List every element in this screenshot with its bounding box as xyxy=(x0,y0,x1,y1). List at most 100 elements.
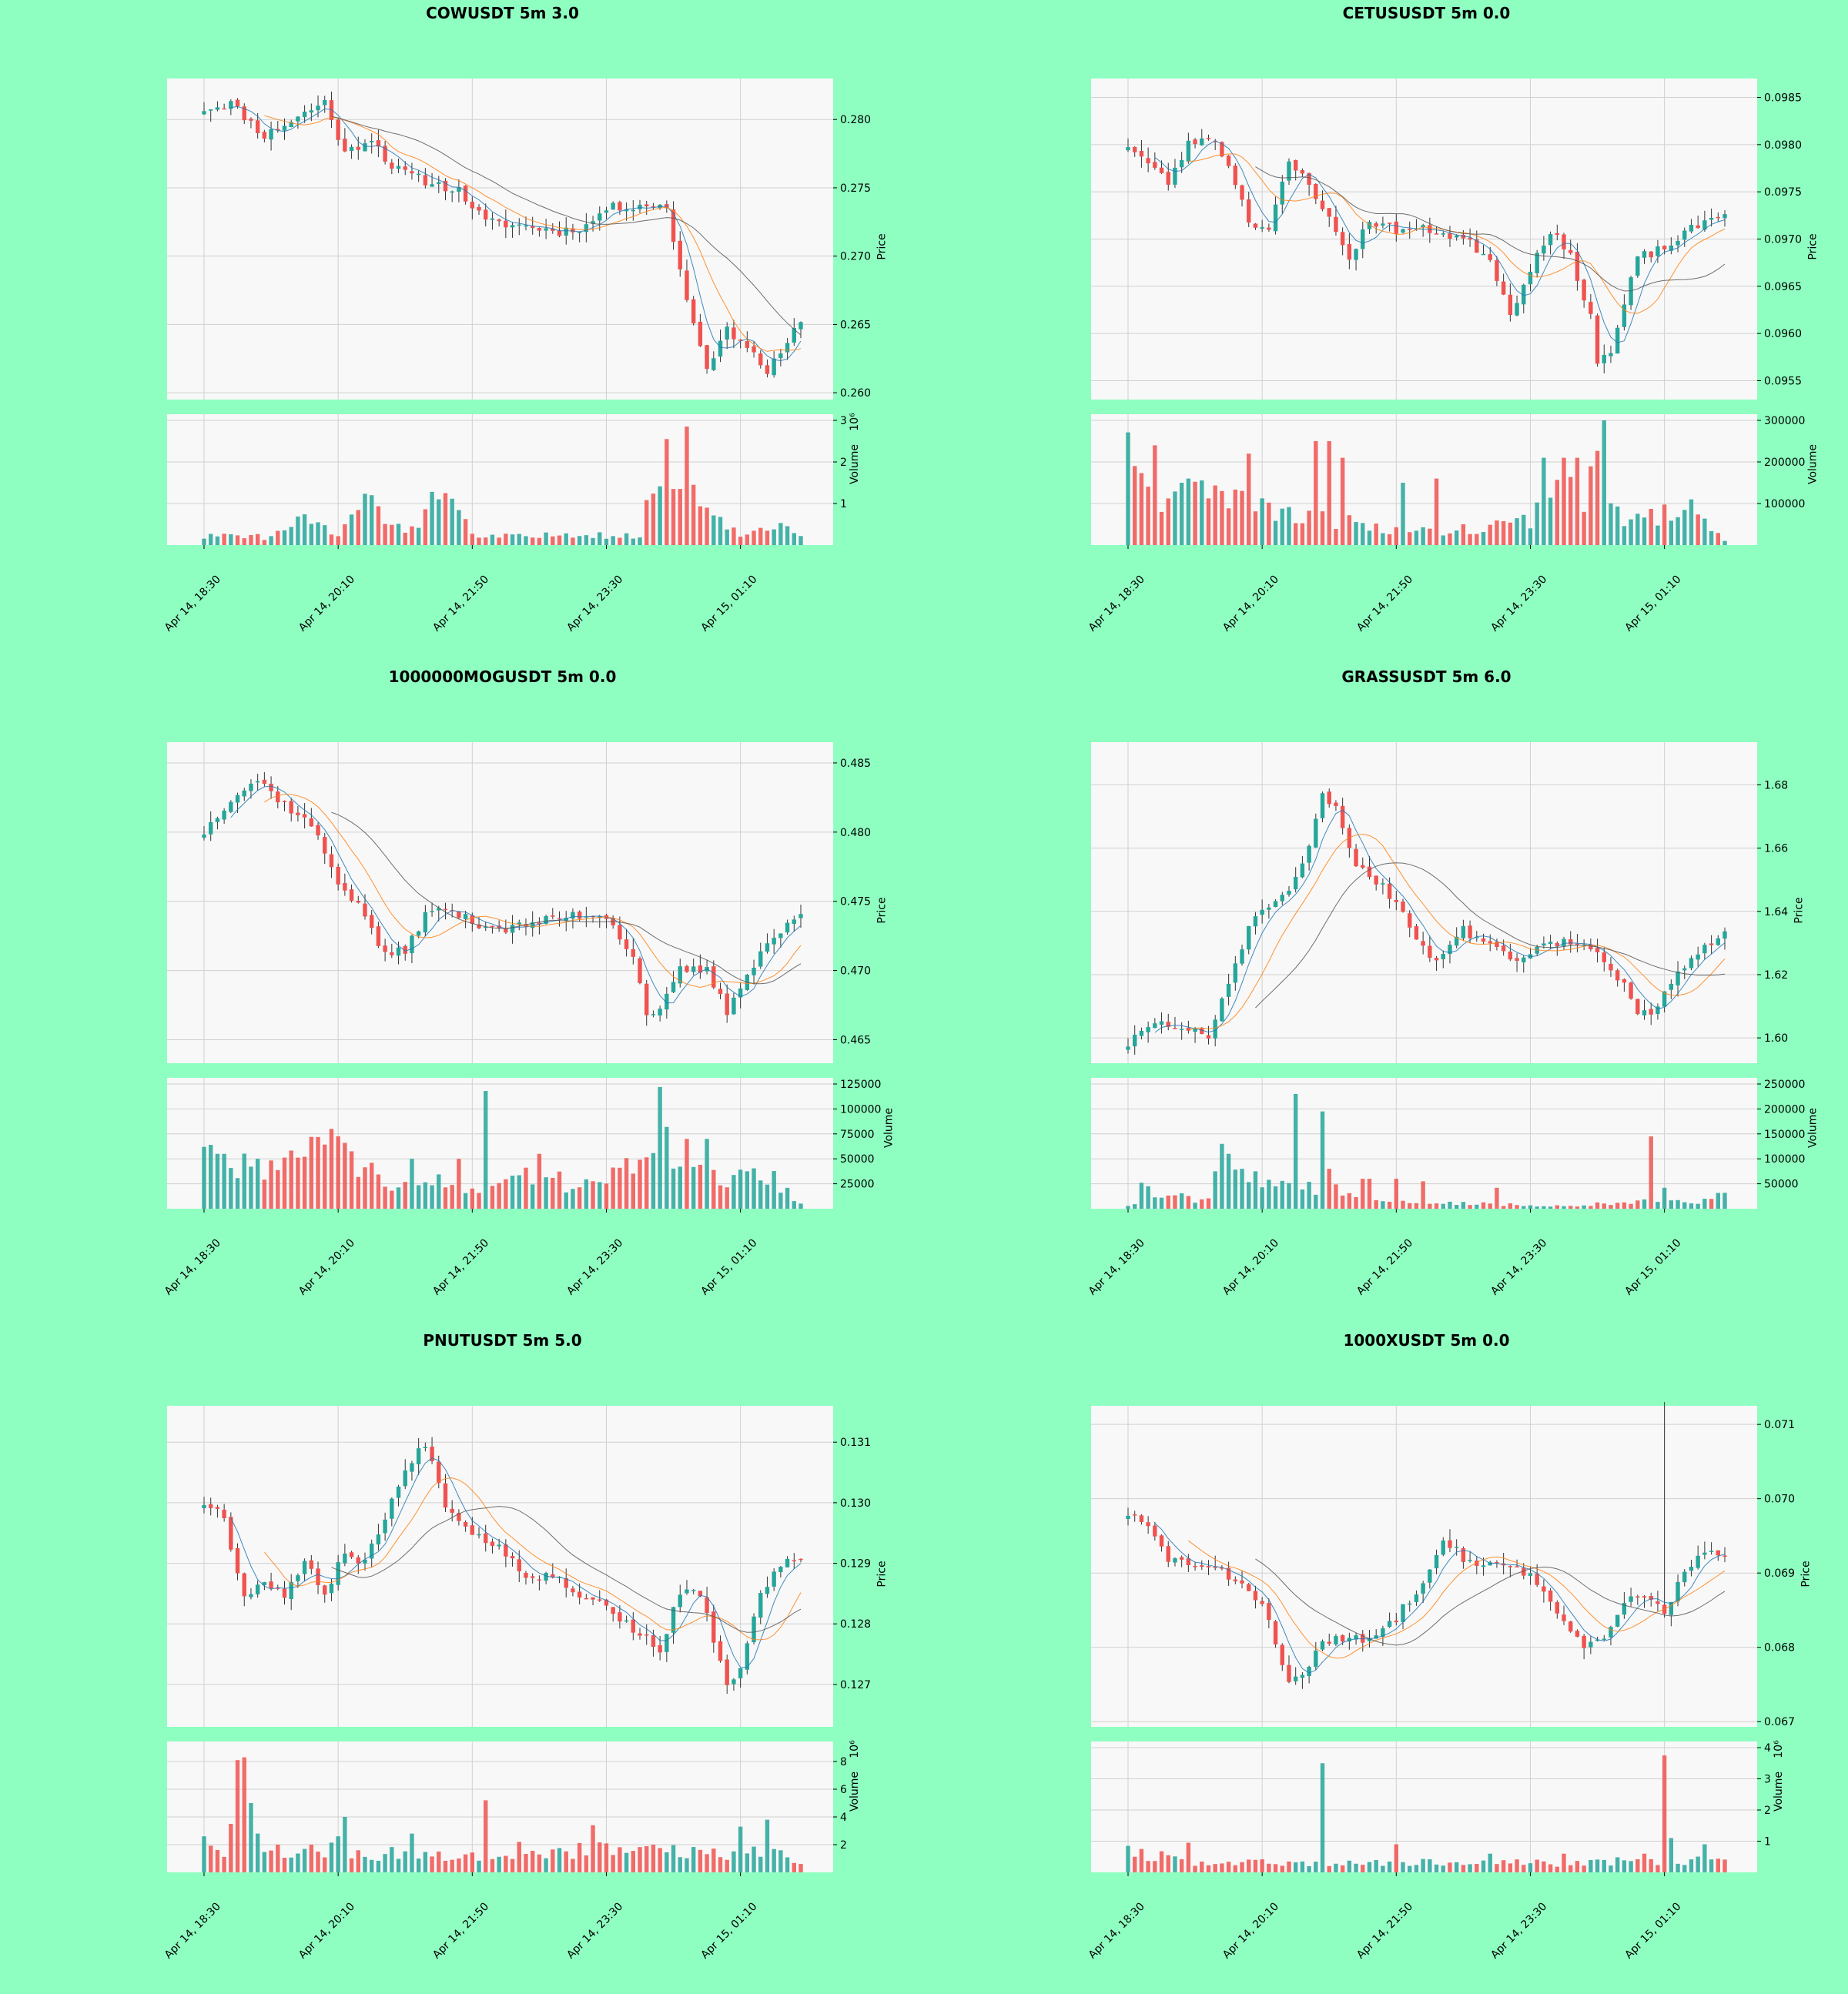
volume-bar xyxy=(209,534,213,545)
candle-up xyxy=(1454,936,1459,946)
volume-bar xyxy=(484,1091,488,1209)
volume-bar xyxy=(1441,1203,1445,1209)
volume-bar xyxy=(1146,1186,1150,1209)
candle-up xyxy=(624,209,629,212)
volume-bar xyxy=(450,1859,454,1872)
volume-bar xyxy=(1501,1860,1506,1872)
price-tick-label: 1.62 xyxy=(1764,969,1788,982)
volume-bar xyxy=(1287,1183,1291,1209)
price-tick-label: 0.270 xyxy=(840,251,871,263)
volume-bar xyxy=(705,507,709,545)
volume-bar xyxy=(1146,487,1150,545)
candle-down xyxy=(1166,1022,1170,1027)
volume-bar xyxy=(282,530,287,545)
candle-down xyxy=(1568,939,1573,945)
candle-down xyxy=(262,132,267,139)
candle-up xyxy=(1535,253,1539,273)
volume-bar xyxy=(490,1186,495,1209)
candle-down xyxy=(1649,1596,1653,1600)
price-tick-label: 0.0965 xyxy=(1764,281,1802,293)
volume-bar xyxy=(624,1158,629,1209)
volume-bar xyxy=(1722,540,1727,545)
volume-bar xyxy=(665,439,669,545)
volume-bar xyxy=(638,1847,642,1872)
volume-bar xyxy=(1448,1862,1452,1872)
candle-down xyxy=(1615,970,1620,981)
chart-panel-cetususdt: CETUSUSDT 5m 0.0 0.0955 0.0960 0.0965 0.0970… xyxy=(924,0,1848,664)
volume-bar xyxy=(1340,1865,1345,1872)
volume-bar xyxy=(644,1845,649,1872)
candle-down xyxy=(390,952,394,955)
volume-bar xyxy=(1635,514,1640,545)
volume-bar xyxy=(651,1845,656,1872)
candle-up xyxy=(691,966,696,972)
candle-up xyxy=(363,1559,367,1564)
candle-down xyxy=(1354,848,1358,867)
volume-bar xyxy=(798,1203,803,1209)
volume-bar xyxy=(1334,1863,1338,1872)
candle-down xyxy=(336,866,340,885)
volume-bar xyxy=(1522,1865,1526,1872)
candle-down xyxy=(1206,1566,1211,1567)
volume-tick-label: 4 xyxy=(1764,1742,1771,1755)
x-tick-label: Apr 14, 20:10 xyxy=(296,574,357,634)
candle-up xyxy=(255,1584,260,1594)
volume-bar xyxy=(544,1177,548,1209)
volume-bar xyxy=(1293,1862,1298,1872)
candle-down xyxy=(1327,208,1331,217)
candle-up xyxy=(423,1447,428,1448)
candle-down xyxy=(1542,1586,1546,1592)
candle-down xyxy=(598,1599,602,1601)
volume-bar xyxy=(1568,1206,1573,1209)
volume-bar xyxy=(443,493,448,545)
candle-up xyxy=(1193,1029,1197,1032)
candle-down xyxy=(443,180,448,192)
candle-up xyxy=(376,1534,381,1545)
candle-down xyxy=(1334,802,1338,806)
volume-bar xyxy=(1247,453,1251,545)
candle-up xyxy=(798,322,803,330)
volume-bar xyxy=(289,1857,293,1872)
x-tick-label: Apr 15, 01:10 xyxy=(1622,1237,1683,1298)
candle-down xyxy=(1515,1566,1519,1567)
candle-up xyxy=(1253,916,1258,927)
volume-bar xyxy=(242,1757,246,1872)
candle-up xyxy=(517,224,521,226)
candle-up xyxy=(1314,1651,1318,1668)
candle-down xyxy=(1233,1579,1238,1581)
candle-down xyxy=(1568,249,1573,253)
candle-down xyxy=(1139,1515,1144,1522)
volume-bar xyxy=(1629,519,1633,545)
candle-up xyxy=(1159,1021,1164,1025)
candle-down xyxy=(349,889,354,901)
price-tick-label: 0.485 xyxy=(840,758,871,770)
volume-bar xyxy=(1454,530,1459,545)
volume-bar xyxy=(1649,508,1653,545)
candle-down xyxy=(611,1607,615,1614)
price-tick-label: 0.465 xyxy=(840,1034,871,1046)
volume-bar xyxy=(1226,1153,1231,1209)
volume-bar xyxy=(209,1145,213,1209)
candle-down xyxy=(222,108,226,110)
candle-down xyxy=(1374,223,1378,227)
candle-up xyxy=(1622,1603,1627,1615)
candle-up xyxy=(1421,1583,1425,1594)
volume-bar xyxy=(215,1153,220,1209)
candle-up xyxy=(215,818,220,822)
candle-up xyxy=(758,951,763,967)
volume-bar xyxy=(262,1852,267,1872)
candle-up xyxy=(1421,225,1425,228)
volume-bar xyxy=(450,498,454,545)
chart-grassusdt: GRASSUSDT 5m 6.0 1.60 1.62 1.64 1.66 1.68 5000… xyxy=(1086,667,1820,1298)
volume-bar xyxy=(718,517,723,545)
volume-bar xyxy=(1662,1755,1667,1872)
candle-up xyxy=(1280,895,1284,902)
volume-bar xyxy=(1213,1864,1217,1872)
volume-bar xyxy=(1562,1206,1566,1209)
volume-bar xyxy=(1689,1203,1694,1209)
volume-bar xyxy=(1193,1203,1197,1209)
volume-bar xyxy=(792,1862,796,1872)
volume-bar xyxy=(1662,1187,1667,1209)
candle-up xyxy=(1468,1559,1472,1561)
volume-bar xyxy=(450,1185,454,1209)
